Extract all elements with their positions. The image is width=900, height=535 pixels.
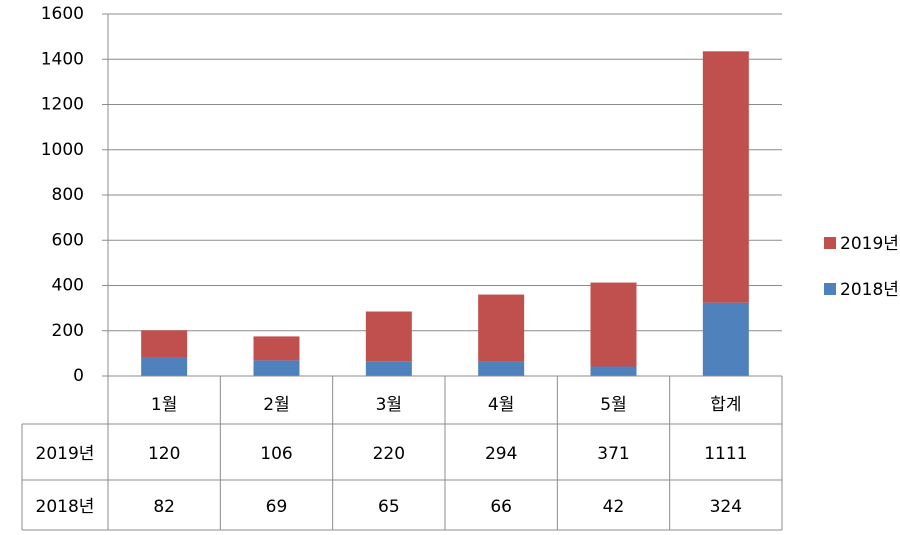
table-cell: 371 — [597, 444, 629, 464]
bar — [590, 366, 637, 376]
y-tick-label: 1600 — [41, 4, 84, 24]
x-tick-label: 3월 — [376, 395, 402, 415]
y-tick-label: 200 — [52, 321, 84, 341]
y-tick-label: 600 — [52, 230, 84, 250]
table-cell: 42 — [603, 497, 625, 517]
legend-swatch — [824, 237, 836, 249]
x-tick-label: 2월 — [263, 395, 289, 415]
bar — [702, 51, 749, 303]
y-tick-label: 800 — [52, 185, 84, 205]
bar — [253, 360, 300, 376]
y-tick-label: 1200 — [41, 95, 84, 115]
bar — [702, 302, 749, 376]
legend-swatch — [824, 283, 836, 295]
table-cell: 69 — [266, 497, 288, 517]
table-cell: 120 — [148, 444, 180, 464]
table-cell: 324 — [710, 497, 742, 517]
x-tick-label: 5월 — [600, 395, 626, 415]
x-tick-label: 4월 — [488, 395, 514, 415]
legend-label: 2018년 — [840, 280, 899, 300]
y-tick-label: 1000 — [41, 140, 84, 160]
bar — [478, 361, 525, 376]
legend-label: 2019년 — [840, 234, 899, 254]
x-tick-label: 합계 — [710, 395, 741, 415]
table-cell: 66 — [490, 497, 512, 517]
bar — [478, 294, 525, 362]
y-tick-label: 0 — [73, 366, 84, 386]
table-row-label: 2018년 — [36, 497, 95, 517]
bar — [590, 282, 637, 367]
table-row-label: 2019년 — [36, 444, 95, 464]
bar — [365, 311, 412, 362]
bar — [365, 361, 412, 376]
table-cell: 220 — [373, 444, 405, 464]
table-cell: 1111 — [704, 444, 747, 464]
table-cell: 65 — [378, 497, 400, 517]
bar — [253, 336, 300, 361]
table-cell: 106 — [260, 444, 292, 464]
y-tick-label: 1400 — [41, 49, 84, 69]
x-tick-label: 1월 — [151, 395, 177, 415]
bar — [141, 330, 188, 358]
table-cell: 294 — [485, 444, 517, 464]
table-cell: 82 — [153, 497, 175, 517]
y-tick-label: 400 — [52, 276, 84, 296]
bar — [141, 357, 188, 376]
